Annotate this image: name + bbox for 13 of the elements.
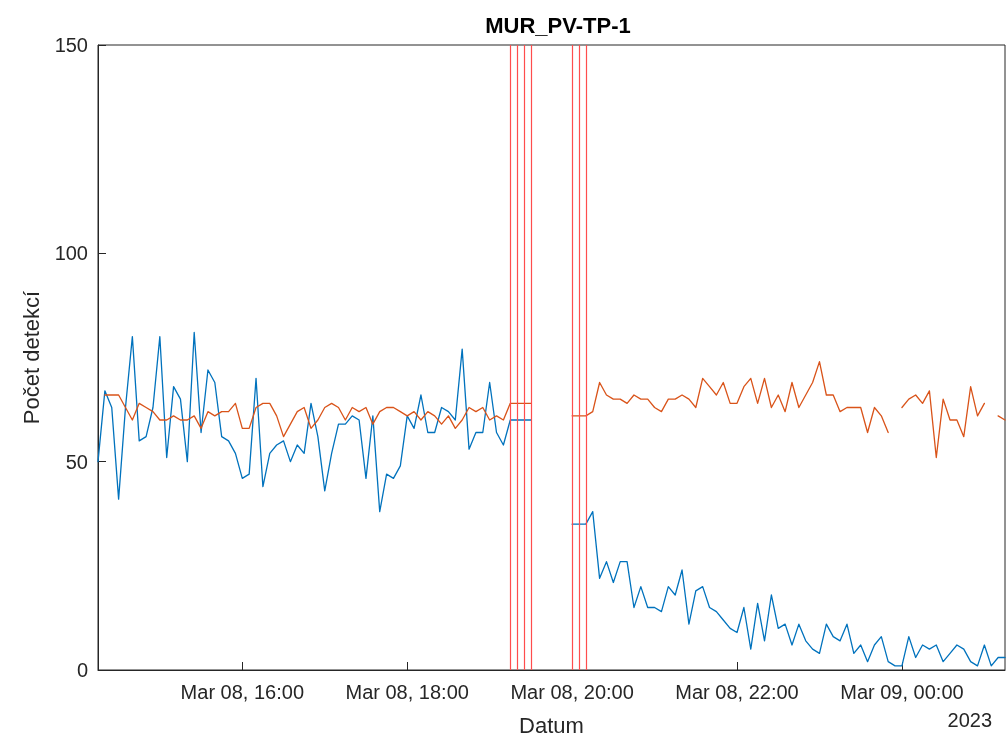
x-tick-label: Mar 08, 20:00 [510, 681, 634, 703]
y-tick-label: 0 [76, 659, 88, 681]
y-axis-title: Počet detekcí [18, 290, 44, 425]
text: 2023 [947, 709, 993, 731]
x-tick-label: Mar 08, 22:00 [675, 681, 799, 703]
x-tick-label: Mar 09, 00:00 [840, 681, 964, 703]
x-tick-label: Mar 08, 18:00 [345, 681, 469, 703]
chart-title: MUR_PV-TP-1 [485, 12, 631, 38]
x-axis-title: Datum [519, 712, 584, 738]
x-tick-label: Mar 08, 16:00 [180, 681, 305, 703]
y-tick-label: 100 [54, 242, 88, 265]
y-tick-label: 150 [54, 34, 88, 56]
y-tick-label: 50 [65, 450, 88, 473]
